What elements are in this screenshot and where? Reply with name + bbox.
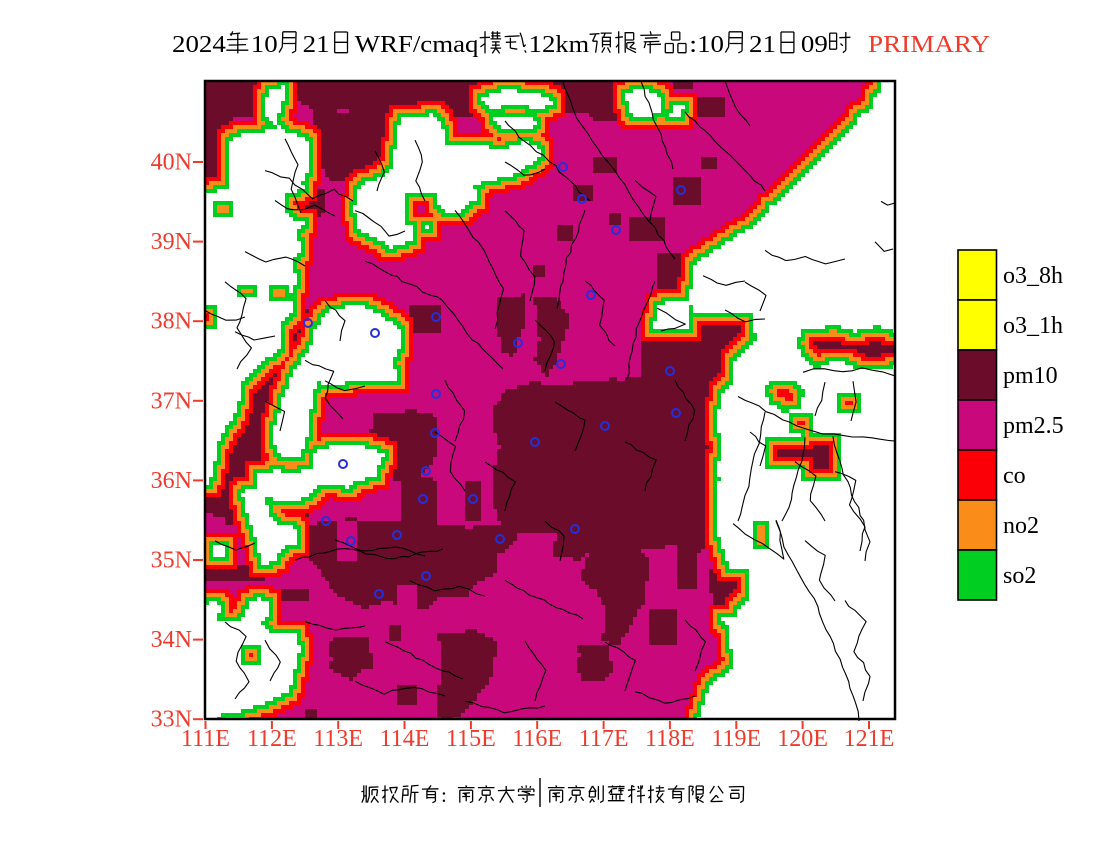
svg-text:115E: 115E (446, 726, 496, 752)
svg-text:113E: 113E (313, 726, 363, 752)
svg-text:o3_8h: o3_8h (1003, 263, 1063, 289)
svg-text:37N: 37N (151, 388, 192, 414)
svg-text:112E: 112E (247, 726, 297, 752)
svg-text:PRIMARY: PRIMARY (868, 31, 990, 58)
svg-text:117E: 117E (579, 726, 629, 752)
svg-text:o3_1h: o3_1h (1003, 313, 1063, 339)
svg-text:121E: 121E (844, 726, 895, 752)
svg-text:33N: 33N (151, 707, 192, 733)
svg-text:no2: no2 (1003, 513, 1039, 539)
svg-text::: : (441, 783, 447, 807)
svg-text:09: 09 (801, 31, 828, 58)
svg-text:2024: 2024 (172, 31, 226, 58)
svg-text:114E: 114E (380, 726, 430, 752)
svg-text:118E: 118E (645, 726, 695, 752)
svg-text:35N: 35N (151, 548, 192, 574)
svg-text::: : (689, 31, 697, 58)
svg-text:119E: 119E (711, 726, 761, 752)
svg-text:120E: 120E (777, 726, 828, 752)
svg-text:39N: 39N (151, 229, 192, 255)
svg-text:pm10: pm10 (1003, 363, 1058, 389)
svg-text:co: co (1003, 463, 1026, 489)
svg-text:pm2.5: pm2.5 (1003, 413, 1064, 439)
svg-text:111E: 111E (181, 726, 230, 752)
svg-text:116E: 116E (512, 726, 562, 752)
svg-text:12: 12 (529, 31, 556, 58)
svg-text:21: 21 (749, 31, 776, 58)
svg-text:21: 21 (303, 31, 330, 58)
svg-text:34N: 34N (151, 627, 192, 653)
svg-text:40N: 40N (151, 150, 192, 176)
svg-text:36N: 36N (151, 468, 192, 494)
svg-text:km: km (555, 31, 589, 58)
svg-text:10: 10 (697, 31, 724, 58)
svg-text:10: 10 (251, 31, 278, 58)
svg-text:38N: 38N (151, 309, 192, 335)
svg-text:so2: so2 (1003, 563, 1036, 589)
svg-text:WRF/cmaq: WRF/cmaq (355, 31, 479, 58)
